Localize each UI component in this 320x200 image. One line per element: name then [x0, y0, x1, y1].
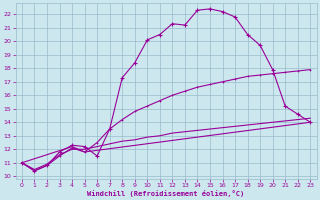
X-axis label: Windchill (Refroidissement éolien,°C): Windchill (Refroidissement éolien,°C) [87, 190, 245, 197]
